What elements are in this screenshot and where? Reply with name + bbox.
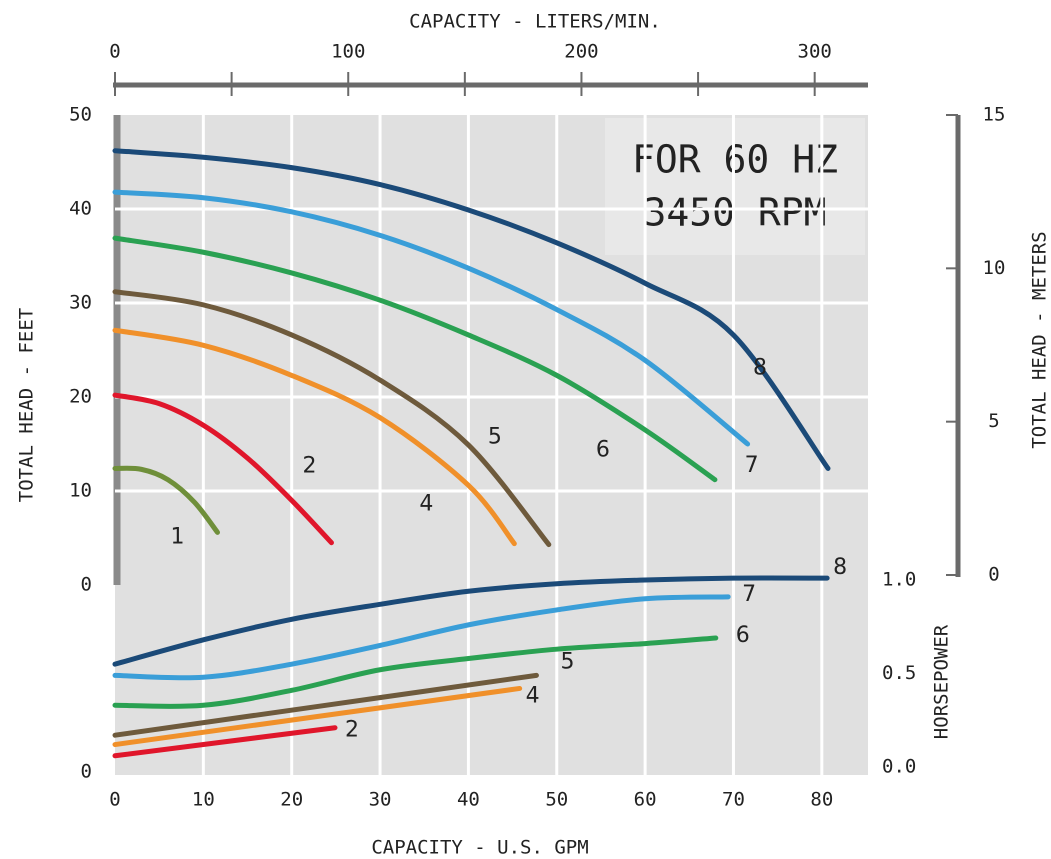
y-tick-label: 10 xyxy=(69,480,92,502)
series-label: 2 xyxy=(302,454,316,479)
curve xyxy=(112,189,751,447)
curve xyxy=(112,148,831,471)
annotation: 3450 RPM xyxy=(643,191,826,235)
curve xyxy=(112,392,334,546)
x-tick-label: 40 xyxy=(457,789,480,811)
curve xyxy=(112,235,718,483)
y-tick-label: 30 xyxy=(69,292,92,314)
curve xyxy=(112,289,552,548)
curve xyxy=(112,327,517,547)
x-tick-label: 10 xyxy=(192,789,215,811)
y2-tick-label: 10 xyxy=(983,257,1006,279)
x-tick-label: 60 xyxy=(634,789,657,811)
x2-tick-label: 100 xyxy=(331,41,365,63)
curve xyxy=(112,594,731,681)
x2-tick-label: 200 xyxy=(564,41,598,63)
y-tick-label: 20 xyxy=(69,386,92,408)
series-label: 4 xyxy=(419,492,433,517)
x-tick-label: 30 xyxy=(369,789,392,811)
series-label: 6 xyxy=(736,623,750,648)
series-label: 2 xyxy=(345,718,359,743)
series-label: 1 xyxy=(170,524,184,549)
series-label: 4 xyxy=(526,683,540,708)
y2-axis-label: HORSEPOWER xyxy=(931,624,953,739)
series-label: 8 xyxy=(833,555,847,580)
series-label: 8 xyxy=(753,355,767,380)
curve xyxy=(112,685,523,748)
x-tick-label: 20 xyxy=(280,789,303,811)
series-label: 7 xyxy=(745,453,759,478)
x-tick-label: 70 xyxy=(722,789,745,811)
x2-tick-label: 300 xyxy=(798,41,832,63)
series-label: 7 xyxy=(742,582,756,607)
x2-axis-label: CAPACITY - LITERS/MIN. xyxy=(409,11,661,33)
y2-tick-label: 5 xyxy=(988,410,999,432)
y-tick-label: 0 xyxy=(81,574,92,596)
series-label: 5 xyxy=(560,649,574,674)
curve xyxy=(112,725,338,759)
curve xyxy=(112,635,719,709)
curve xyxy=(112,575,830,667)
y2-axis-label: TOTAL HEAD - METERS xyxy=(1029,231,1051,448)
y-tick-label: 40 xyxy=(69,198,92,220)
y2-tick-label: 0.5 xyxy=(882,662,916,684)
annotation: FOR 60 HZ xyxy=(632,138,838,182)
series-label: 5 xyxy=(488,425,502,450)
y-axis-label: TOTAL HEAD - FEET xyxy=(16,308,38,502)
curve xyxy=(112,672,539,738)
series-label: 6 xyxy=(596,438,610,463)
y2-tick-label: 0.0 xyxy=(882,756,916,778)
x-tick-label: 0 xyxy=(109,789,120,811)
y2-tick-label: 1.0 xyxy=(882,569,916,591)
y2-tick-label: 0 xyxy=(988,564,999,586)
y2-tick-label: 15 xyxy=(983,104,1006,126)
x-tick-label: 80 xyxy=(810,789,833,811)
x-tick-label: 50 xyxy=(545,789,568,811)
y-tick-label: 0 xyxy=(81,761,92,783)
x-axis-label: CAPACITY - U.S. GPM xyxy=(371,837,588,859)
y-tick-label: 50 xyxy=(69,104,92,126)
x2-tick-label: 0 xyxy=(109,41,120,63)
curve xyxy=(112,465,220,535)
